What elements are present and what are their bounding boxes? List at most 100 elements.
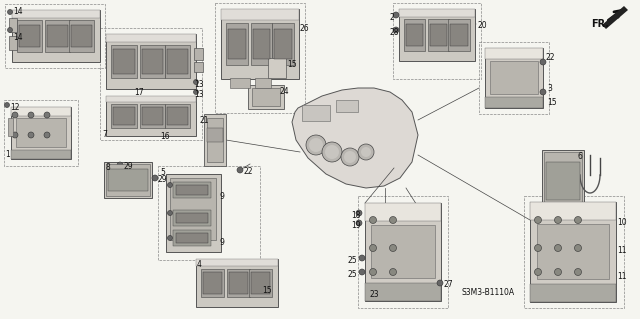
Text: 14: 14 [13,33,22,42]
Bar [11,107,71,116]
Bar [100,28,202,140]
Bar [140,104,165,128]
Text: 26: 26 [299,24,308,33]
Bar [106,34,196,89]
Bar [253,29,271,59]
Bar [140,45,165,78]
Bar [274,29,292,59]
Circle shape [554,244,561,251]
Bar [255,78,271,88]
Bar [47,25,68,48]
Bar [365,203,441,221]
Bar [226,23,248,65]
Circle shape [28,132,34,138]
Bar [173,210,211,226]
Bar [111,104,136,128]
Bar [170,178,216,240]
Circle shape [152,175,158,181]
Circle shape [390,269,397,276]
Circle shape [356,220,362,226]
Text: 5: 5 [160,168,165,177]
Text: 9: 9 [220,192,225,201]
Circle shape [390,244,397,251]
Text: 23: 23 [370,290,380,299]
Circle shape [540,59,546,65]
Circle shape [8,27,13,33]
Bar [158,166,260,260]
Text: 16: 16 [160,132,170,141]
Bar [166,174,221,252]
Text: 2: 2 [390,13,395,22]
Bar [166,49,188,74]
Bar [194,48,203,60]
Circle shape [168,211,173,216]
Bar [221,9,299,19]
Circle shape [168,235,173,241]
Text: 9: 9 [220,238,225,247]
Bar [104,162,152,198]
Bar [196,259,278,307]
Text: 7: 7 [102,130,107,139]
Bar [19,25,40,48]
Bar [406,24,423,47]
Circle shape [44,132,50,138]
Text: 15: 15 [287,60,296,69]
Bar [399,9,475,17]
Text: 11: 11 [617,272,627,281]
Bar [9,18,17,32]
Circle shape [554,217,561,224]
Bar [215,3,305,113]
Text: 8: 8 [105,163,109,172]
Circle shape [369,217,376,224]
Bar [485,48,543,108]
Bar [428,19,449,51]
Bar [176,233,208,243]
Text: 13: 13 [194,90,204,99]
Text: 3: 3 [547,84,552,93]
Text: 10: 10 [617,218,627,227]
Text: FR.: FR. [591,19,609,29]
Bar [524,196,624,308]
Polygon shape [292,88,418,188]
Bar [358,196,448,308]
Circle shape [359,255,365,261]
Bar [451,24,468,47]
Circle shape [359,269,365,275]
Bar [336,100,358,112]
Circle shape [575,217,582,224]
Text: 12: 12 [10,103,19,112]
Bar [164,104,189,128]
Bar [9,36,17,50]
Circle shape [322,142,342,162]
Bar [252,88,280,106]
Circle shape [44,112,50,118]
Bar [69,20,94,52]
Circle shape [275,55,281,61]
Circle shape [393,12,399,18]
Bar [546,162,580,200]
Text: 6: 6 [578,152,583,161]
Text: 28: 28 [390,28,399,37]
Circle shape [369,269,376,276]
Bar [272,23,294,65]
Text: S3M3-B1110A: S3M3-B1110A [462,288,515,297]
Circle shape [237,167,243,173]
Bar [204,114,226,166]
Bar [108,169,148,191]
Bar [11,150,71,159]
Bar [17,20,42,52]
Bar [173,230,211,246]
Bar [537,224,609,279]
Bar [113,107,134,125]
Circle shape [390,217,397,224]
Text: 15: 15 [262,286,271,295]
Bar [479,42,549,114]
Bar [250,269,272,297]
Circle shape [540,89,546,95]
Bar [173,182,211,198]
Bar [164,45,189,78]
Bar [196,259,278,266]
Circle shape [168,182,173,188]
Bar [111,45,136,78]
Bar [530,284,616,302]
